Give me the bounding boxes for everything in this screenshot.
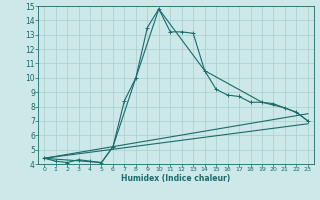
X-axis label: Humidex (Indice chaleur): Humidex (Indice chaleur) [121, 174, 231, 183]
